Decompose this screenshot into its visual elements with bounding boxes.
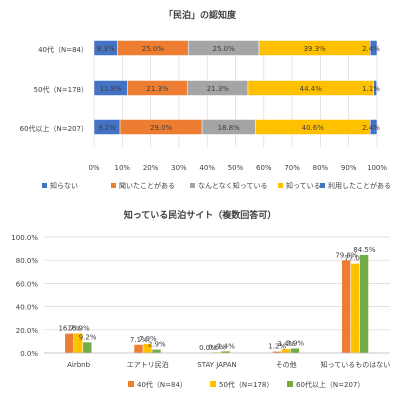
awareness-chart: 「民泊」の認知度 0% 10% 20% 30% 40% 50% 60% 70% 80% 90% 100… (20, 9, 391, 190)
y-tick-label: 20.0% (16, 327, 39, 335)
segment-label: 25.0% (142, 45, 165, 53)
segment-label: 21.3% (207, 85, 230, 93)
bar-value-label: 2.9% (148, 341, 166, 349)
segment-label: 8.3% (97, 45, 115, 53)
segment-label: 39.3% (303, 45, 326, 53)
bar-value-label: 16.7% (58, 325, 81, 333)
bar-value-label: 9.2% (79, 333, 97, 341)
legend-label: 60代以上（N=207） (296, 380, 364, 389)
y-tick-label: 80.0% (16, 257, 39, 265)
bar (272, 351, 282, 353)
bar-segment (369, 40, 378, 56)
bar-value-label: 3.9% (286, 339, 304, 347)
x-tick-label: 0% (88, 164, 99, 172)
segment-label: 1.1% (362, 85, 380, 93)
bar (281, 349, 291, 353)
legend-label: 聞いたことがある (119, 181, 175, 190)
bar-value-label: 3.4% (277, 340, 295, 348)
bar (221, 351, 230, 353)
bar-value-label: 1.4% (217, 342, 235, 350)
bar-value-label: 7.1% (130, 336, 148, 344)
legend-swatch (111, 183, 116, 188)
x-tick-label: 40% (199, 164, 215, 172)
segment-label: 2.4% (362, 45, 380, 53)
bar (290, 348, 300, 353)
segment-label: 44.4% (300, 85, 323, 93)
bar-value-label: 0.6% (208, 343, 226, 351)
x-tick-label: 60% (256, 164, 272, 172)
x-tick-label: 50% (228, 164, 244, 172)
legend-swatch (210, 381, 216, 387)
segment-label: 11.8% (100, 85, 123, 93)
segment-label: 29.0% (150, 124, 173, 132)
x-tick-label: 70% (284, 164, 300, 172)
bar (359, 254, 369, 353)
category-label: STAY JAPAN (197, 361, 236, 369)
bar (65, 333, 74, 353)
legend-swatch (128, 381, 134, 387)
category-label: 40代（N=84） (38, 45, 88, 54)
segment-label: 9.2% (98, 124, 116, 132)
category-label: Airbnb (67, 361, 90, 369)
category-label: その他 (276, 360, 297, 369)
segment-label: 21.3% (146, 85, 169, 93)
x-tick-label: 20% (143, 164, 159, 172)
legend-swatch (287, 381, 293, 387)
y-tick-label: 40.0% (16, 304, 39, 312)
category-label: 60代以上（N=207） (20, 124, 88, 133)
segment-label: 2.4% (362, 124, 380, 132)
y-tick-label: 0.0% (20, 350, 38, 358)
known-sites-chart: 知っている民泊サイト（複数回答可） 0.0% 20.0% 40.0% 60.0% 80.0… (11, 209, 390, 389)
legend-label: 50代（N=178） (219, 380, 273, 389)
bar-value-label: 16.9% (67, 324, 90, 332)
y-tick-label: 100.0% (11, 234, 38, 242)
bar (143, 343, 152, 353)
bar-segment (373, 80, 377, 96)
x-tick-label: 80% (313, 164, 329, 172)
x-tick-label: 30% (171, 164, 187, 172)
x-tick-label: 90% (341, 164, 357, 172)
x-tick-label: 100% (367, 164, 387, 172)
bar-value-label: 0.0% (199, 344, 217, 352)
legend-label: 利用したことがある (328, 181, 391, 190)
bar-value-label: 1.2% (268, 343, 286, 351)
bar (152, 349, 161, 353)
legend-swatch (320, 183, 325, 188)
segment-label: 18.8% (218, 124, 241, 132)
legend-swatch (190, 183, 195, 188)
legend-label: 40代（N=84） (137, 380, 187, 389)
legend-label: なんとなく知っている (198, 181, 267, 190)
y-tick-label: 60.0% (16, 280, 39, 288)
category-label: 50代（N=178） (34, 85, 88, 94)
category-label: 知っているものはない (321, 360, 391, 369)
bar (134, 344, 143, 353)
bar-value-label: 77.0% (344, 255, 367, 263)
legend-swatch (278, 183, 283, 188)
legend-label: 知っている (286, 181, 321, 190)
bar (74, 333, 83, 353)
legend-label: 知らない (50, 181, 78, 190)
bar (350, 263, 360, 353)
bar (341, 260, 351, 353)
category-label: エアトリ民泊 (127, 360, 169, 369)
x-tick-label: 10% (115, 164, 131, 172)
legend-swatch (42, 183, 47, 188)
bar-value-label: 7.9% (139, 335, 157, 343)
bar (83, 342, 92, 353)
bar-segment (369, 119, 378, 135)
segment-label: 25.0% (212, 45, 235, 53)
bar-value-label: 84.5% (353, 246, 376, 254)
chart-title: 「民泊」の認知度 (164, 9, 237, 21)
bar-value-label: 79.8% (335, 251, 358, 259)
segment-label: 40.6% (302, 124, 325, 132)
chart-title: 知っている民泊サイト（複数回答可） (123, 209, 277, 221)
